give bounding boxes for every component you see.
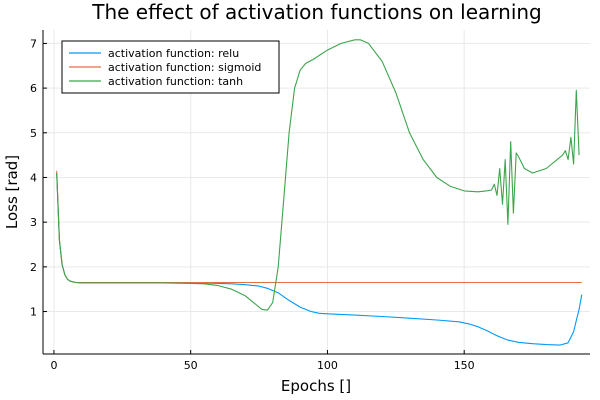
legend-label-2: activation function: tanh xyxy=(108,75,243,88)
legend-label-0: activation function: relu xyxy=(108,47,239,60)
axes xyxy=(42,30,590,355)
y-tick-label: 1 xyxy=(30,306,37,319)
y-tick-label: 6 xyxy=(30,82,37,95)
chart-title: The effect of activation functions on le… xyxy=(91,0,542,24)
series-layer xyxy=(56,39,583,346)
x-axis-label: Epochs [] xyxy=(281,377,351,395)
series-line-2 xyxy=(56,39,580,311)
x-tick-label: 100 xyxy=(317,359,338,372)
legend-label-1: activation function: sigmoid xyxy=(108,61,261,74)
y-tick-label: 7 xyxy=(30,37,37,50)
x-tick-label: 0 xyxy=(50,359,57,372)
y-tick-label: 4 xyxy=(30,171,37,184)
y-tick-label: 3 xyxy=(30,216,37,229)
tick-labels: 0 50 100 150 1 2 3 4 5 6 7 xyxy=(30,37,475,372)
legend-box xyxy=(61,40,280,94)
y-tick-label: 5 xyxy=(30,127,37,140)
y-tick-label: 2 xyxy=(30,261,37,274)
y-axis-label: Loss [rad] xyxy=(3,155,21,229)
x-tick-label: 150 xyxy=(454,359,475,372)
x-tick-label: 50 xyxy=(184,359,198,372)
